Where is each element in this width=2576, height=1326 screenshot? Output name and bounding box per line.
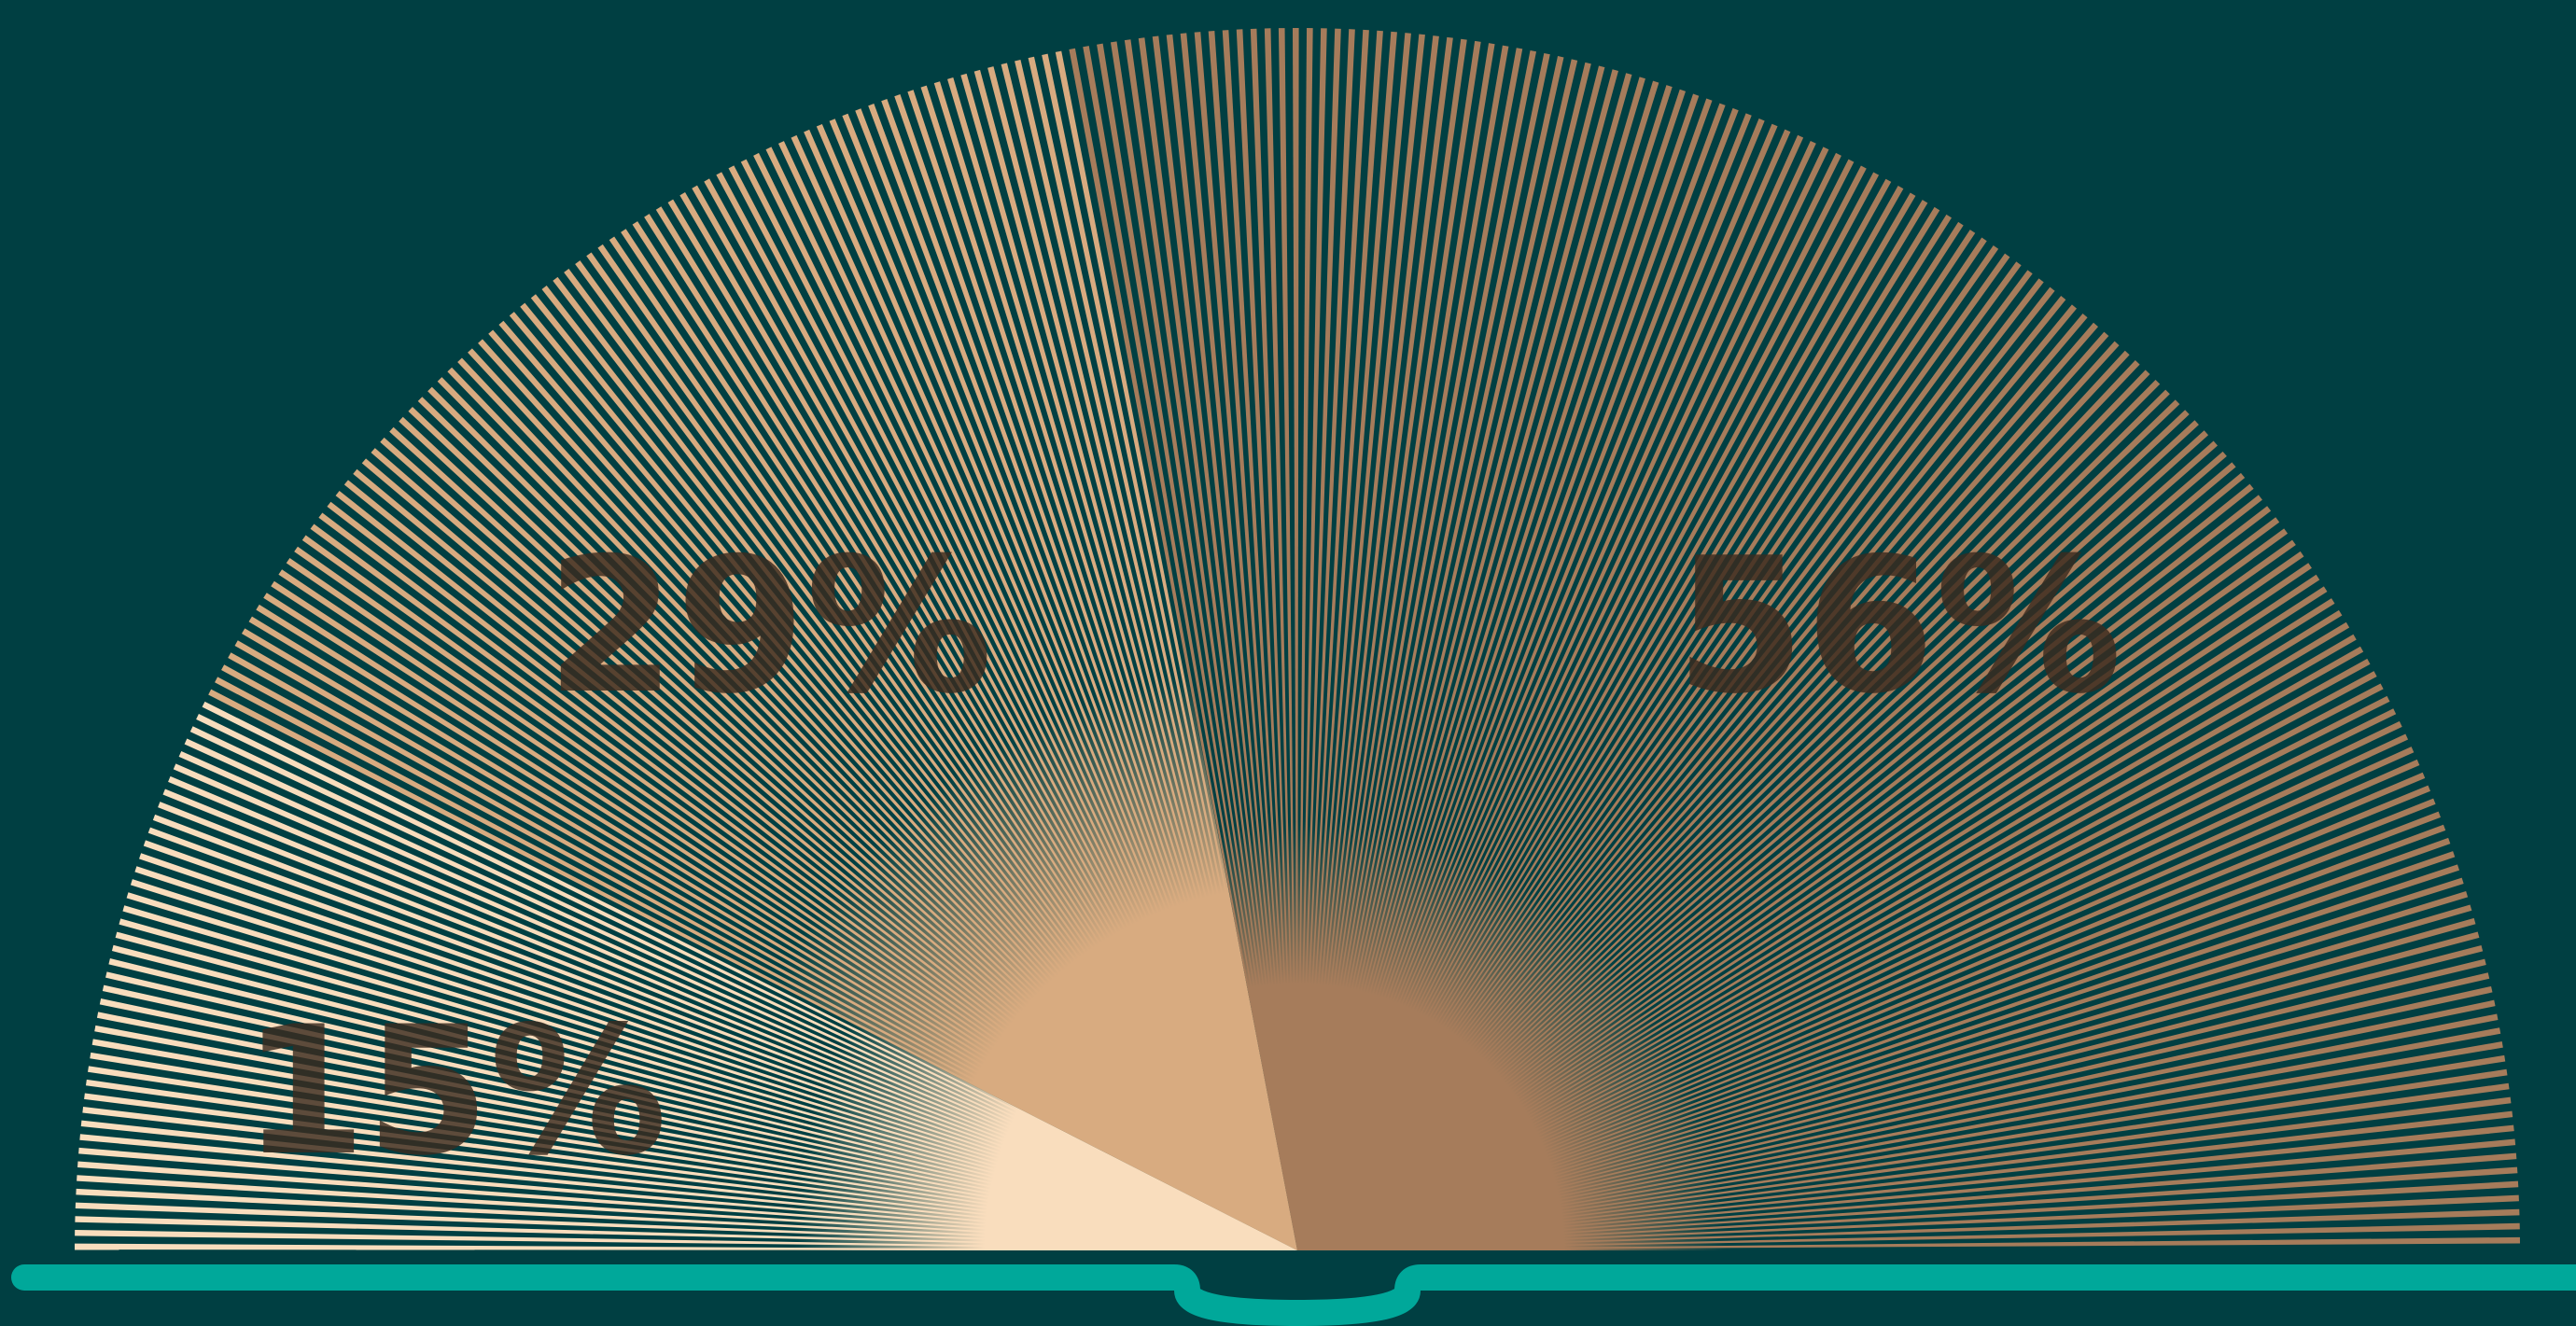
slice-label-3: 56% <box>1675 518 2122 735</box>
slice-core-2 <box>771 671 1297 1250</box>
slice-label-2: 29% <box>546 518 993 735</box>
slice-core-3 <box>1216 818 1729 1250</box>
base-bar <box>11 1264 2576 1326</box>
slice-label-1: 15% <box>243 988 667 1194</box>
slice-cores <box>771 671 1729 1250</box>
slice-labels: 15% 29% 56% <box>243 518 2122 1194</box>
slice-core-1 <box>791 1020 1297 1250</box>
slice-ray-1 <box>75 1243 1297 1250</box>
